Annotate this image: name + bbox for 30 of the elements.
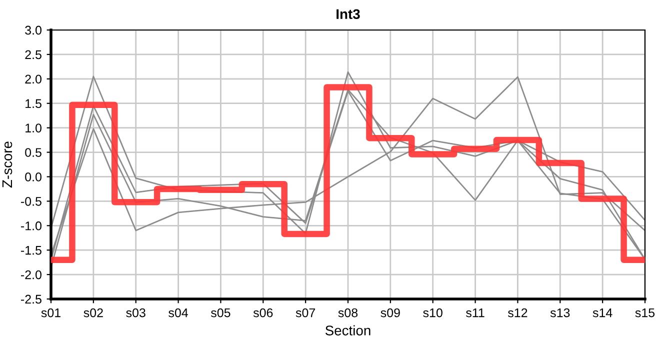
y-tick-label: 0.5 (25, 148, 42, 157)
x-tick-label: s02 (84, 308, 103, 318)
x-tick-label: s08 (338, 308, 358, 318)
x-tick-label: s15 (635, 308, 655, 318)
y-tick-label: -2.0 (20, 270, 42, 280)
x-tick-label: s03 (126, 308, 146, 318)
y-tick-label: 0.0 (25, 172, 42, 182)
y-tick-label: 2.0 (25, 74, 42, 84)
chart-title: Int3 (336, 9, 360, 20)
x-tick-label: s14 (592, 308, 612, 318)
x-tick-label: s11 (466, 308, 484, 318)
y-tick-label: -2.5 (20, 294, 42, 304)
x-tick-label: s05 (210, 308, 230, 318)
y-tick-label: -0.5 (20, 196, 42, 206)
y-tick-label: -1.5 (20, 246, 42, 255)
y-axis-title: Z-score (2, 142, 12, 188)
y-tick-label: 1.5 (26, 99, 42, 108)
x-tick-label: s09 (380, 308, 400, 318)
x-tick-label: s01 (41, 308, 60, 318)
x-tick-label: s06 (253, 308, 273, 318)
x-tick-label: s10 (423, 308, 442, 318)
x-tick-label: s07 (296, 308, 316, 318)
x-tick-label: s04 (168, 308, 188, 318)
y-tick-label: 3.0 (25, 26, 42, 35)
y-tick-label: 1.0 (26, 124, 42, 132)
x-tick-label: s13 (550, 308, 570, 318)
y-tick-label: 2.5 (25, 50, 42, 60)
y-tick-label: -1.0 (20, 221, 42, 230)
x-axis-title: Section (325, 325, 370, 336)
x-tick-label: s12 (508, 308, 528, 318)
